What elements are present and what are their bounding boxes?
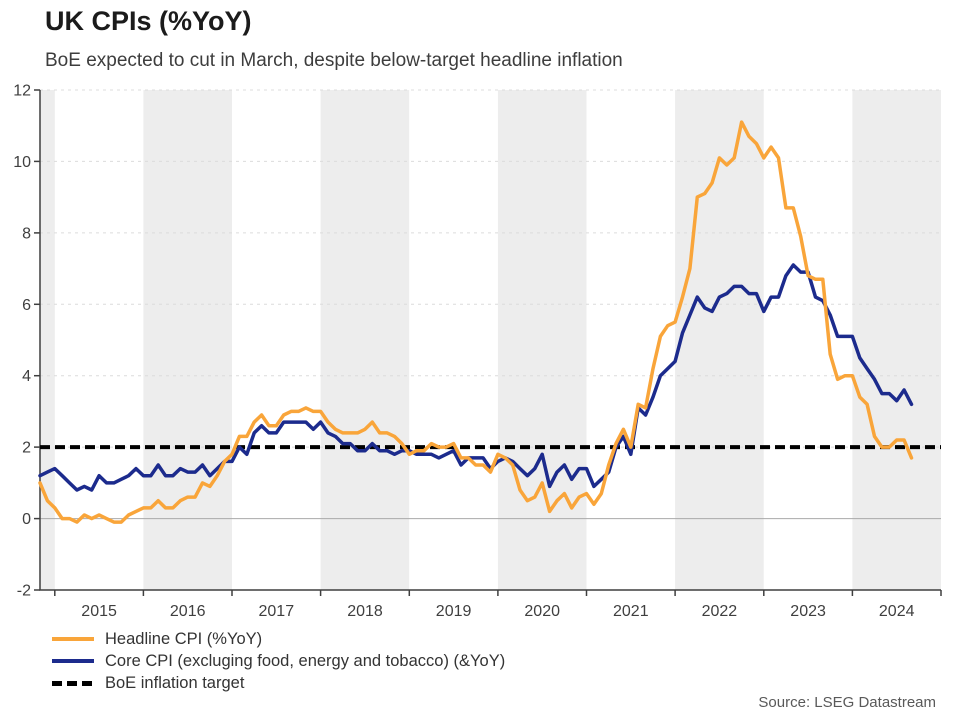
x-axis-label: 2023 bbox=[790, 603, 826, 620]
core-series-line bbox=[38, 263, 914, 492]
chart-subtitle: BoE expected to cut in March, despite be… bbox=[45, 50, 623, 71]
headline-line-swatch bbox=[52, 637, 94, 641]
y-axis-label: 8 bbox=[22, 225, 31, 242]
y-axis-label: 4 bbox=[22, 368, 31, 385]
core-line-swatch bbox=[52, 659, 94, 663]
headline-series-line bbox=[38, 120, 914, 524]
y-axis-label: 2 bbox=[22, 440, 31, 457]
legend-item-core: Core CPI (excluging food, energy and tob… bbox=[52, 650, 505, 672]
y-axis-label: 10 bbox=[13, 154, 31, 171]
target-line-swatch bbox=[52, 680, 94, 686]
x-axis: 2015 2016 2017 2018 2019 2020 2021 2022 2023 2024 bbox=[54, 590, 942, 620]
x-axis-label: 2018 bbox=[347, 603, 383, 620]
x-axis-label: 2022 bbox=[702, 603, 738, 620]
x-axis-label: 2020 bbox=[524, 603, 560, 620]
x-axis-label: 2019 bbox=[436, 603, 472, 620]
x-axis-label: 2016 bbox=[170, 603, 206, 620]
legend-item-target: BoE inflation target bbox=[52, 672, 505, 694]
y-axis-label: 0 bbox=[22, 511, 31, 528]
x-axis-label: 2015 bbox=[81, 603, 117, 620]
x-axis-label: 2017 bbox=[259, 603, 295, 620]
legend-label-core: Core CPI (excluging food, energy and tob… bbox=[105, 651, 506, 670]
y-axis: -2 0 2 4 6 8 10 12 bbox=[13, 83, 40, 600]
source-note: Source: LSEG Datastream bbox=[758, 694, 936, 711]
x-axis-label: 2021 bbox=[613, 603, 649, 620]
legend: Headline CPI (%YoY) Core CPI (excluging … bbox=[52, 628, 505, 694]
legend-label-target: BoE inflation target bbox=[105, 673, 245, 692]
chart-title: UK CPIs (%YoY) bbox=[45, 6, 252, 36]
x-axis-label: 2024 bbox=[879, 603, 915, 620]
legend-item-headline: Headline CPI (%YoY) bbox=[52, 628, 505, 650]
legend-label-headline: Headline CPI (%YoY) bbox=[105, 629, 263, 648]
year-shading-bands bbox=[40, 90, 941, 590]
y-axis-label: 6 bbox=[22, 297, 31, 314]
y-axis-label: 12 bbox=[13, 83, 31, 100]
y-axis-label: -2 bbox=[17, 583, 31, 600]
